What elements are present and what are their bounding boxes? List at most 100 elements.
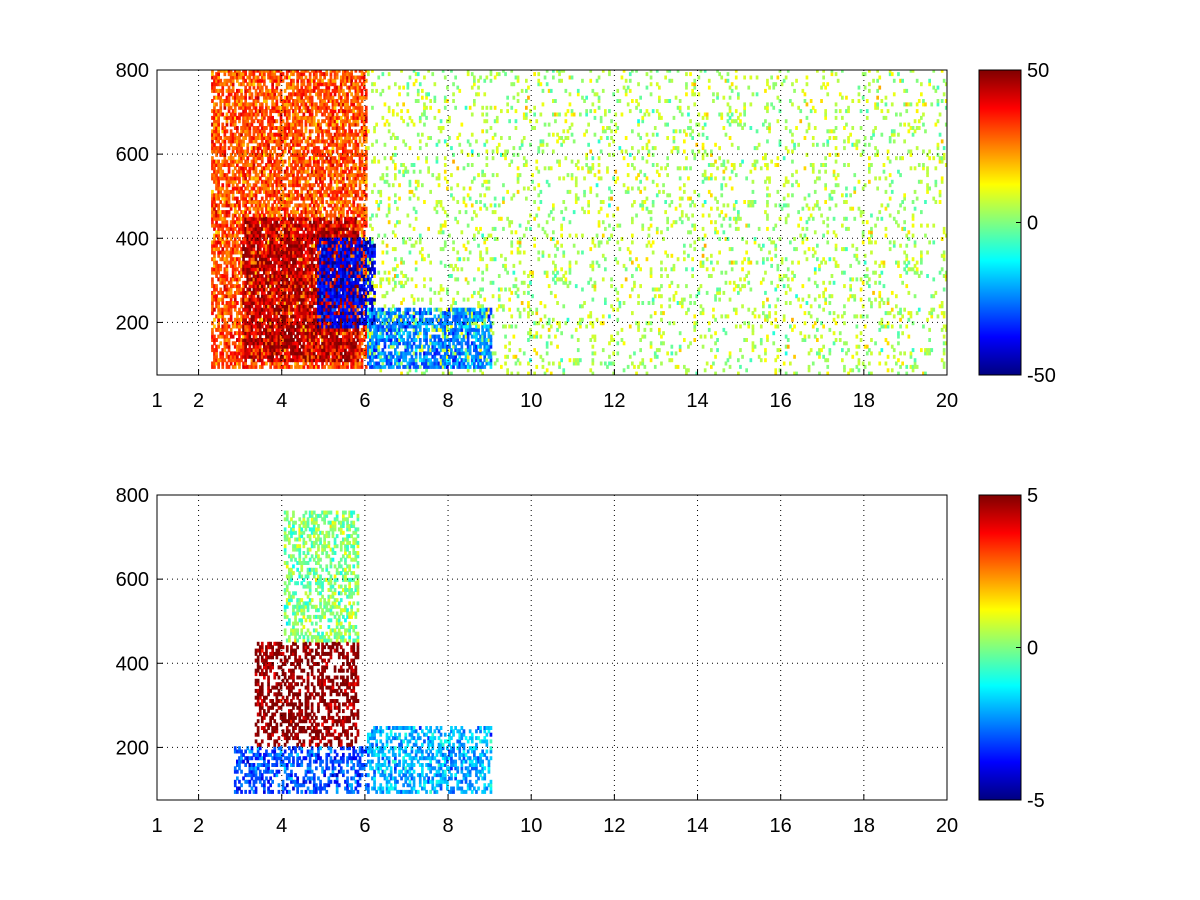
heatmap-cell xyxy=(354,233,358,238)
heatmap-cell xyxy=(288,284,291,289)
heatmap-cell xyxy=(219,250,223,255)
heatmap-cell xyxy=(223,126,227,130)
heatmap-cell xyxy=(240,274,243,278)
heatmap-cell xyxy=(292,132,295,137)
heatmap-cell xyxy=(327,294,331,299)
heatmap-cell xyxy=(211,136,214,140)
heatmap-cell xyxy=(292,126,295,130)
heatmap-cell xyxy=(346,156,349,161)
heatmap-cell xyxy=(236,240,239,245)
heatmap-cell xyxy=(256,112,260,117)
heatmap-cell xyxy=(342,72,345,77)
heatmap-cell xyxy=(308,257,312,262)
heatmap-cell xyxy=(350,85,353,90)
heatmap-cell xyxy=(227,213,231,218)
heatmap-cell xyxy=(317,122,320,127)
heatmap-cell xyxy=(339,237,343,241)
heatmap-cell xyxy=(300,146,304,151)
heatmap-cell xyxy=(258,348,262,353)
heatmap-cell xyxy=(350,92,353,97)
heatmap-cell xyxy=(283,210,287,215)
heatmap-cell xyxy=(352,240,356,245)
heatmap-cell xyxy=(269,220,272,225)
heatmap-cell xyxy=(225,186,229,191)
heatmap-cell xyxy=(290,348,293,353)
heatmap-cell xyxy=(288,142,291,147)
heatmap-cell xyxy=(256,341,260,346)
heatmap-cell xyxy=(310,186,314,191)
heatmap-cell xyxy=(271,243,274,248)
heatmap-cell xyxy=(254,341,258,346)
heatmap-cell xyxy=(219,331,223,336)
heatmap-cell xyxy=(296,88,299,93)
heatmap-cell xyxy=(275,354,279,359)
heatmap-cell xyxy=(248,351,252,356)
heatmap-cell xyxy=(225,210,229,215)
heatmap-cell xyxy=(308,324,312,329)
heatmap-cell xyxy=(281,341,285,346)
heatmap-cell xyxy=(258,257,262,262)
heatmap-cell xyxy=(211,331,214,336)
heatmap-cell xyxy=(275,240,279,245)
heatmap-cell xyxy=(354,263,358,268)
heatmap-cell xyxy=(215,294,218,299)
heatmap-cell xyxy=(211,267,214,272)
heatmap-cell xyxy=(263,280,266,285)
heatmap-cell xyxy=(339,354,343,359)
heatmap-cell xyxy=(319,311,322,316)
heatmap-cell xyxy=(213,112,216,117)
heatmap-cell xyxy=(312,287,316,292)
heatmap-cell xyxy=(321,136,324,140)
heatmap-cell xyxy=(319,210,322,215)
heatmap-cell xyxy=(304,243,308,248)
heatmap-cell xyxy=(281,314,285,319)
heatmap-cell xyxy=(244,159,247,164)
heatmap-cell xyxy=(273,270,277,275)
heatmap-cell xyxy=(248,317,252,322)
heatmap-cell xyxy=(337,159,341,164)
heatmap-cell xyxy=(271,267,274,272)
heatmap-cell xyxy=(354,129,358,134)
heatmap-cell xyxy=(240,226,243,231)
heatmap-cell xyxy=(304,122,308,127)
heatmap-cell xyxy=(267,92,270,97)
heatmap-cell xyxy=(285,193,289,198)
heatmap-cell xyxy=(323,364,326,369)
heatmap-cell xyxy=(246,270,250,275)
heatmap-cell xyxy=(319,354,322,359)
heatmap-cell xyxy=(269,314,272,319)
heatmap-cell xyxy=(281,237,285,241)
heatmap-cell xyxy=(227,240,231,245)
heatmap-cell xyxy=(285,75,289,80)
heatmap-cell xyxy=(269,280,272,285)
heatmap-cell xyxy=(227,176,231,181)
heatmap-cell xyxy=(269,233,272,238)
heatmap-cell xyxy=(315,102,318,107)
heatmap-cell xyxy=(339,284,343,289)
heatmap-cell xyxy=(242,183,245,188)
heatmap-cell xyxy=(269,152,272,157)
heatmap-cell xyxy=(263,220,266,225)
heatmap-cell xyxy=(333,122,337,127)
heatmap-cell xyxy=(325,317,329,322)
heatmap-cell xyxy=(256,109,260,114)
heatmap-cell xyxy=(236,78,239,83)
heatmap-cell xyxy=(350,186,353,191)
heatmap-cell xyxy=(331,112,335,117)
heatmap-cell xyxy=(315,263,318,268)
heatmap-cell xyxy=(358,223,362,228)
heatmap-cell xyxy=(337,344,341,349)
heatmap-cell xyxy=(254,156,258,161)
heatmap-cell xyxy=(254,253,258,258)
heatmap-cell xyxy=(352,200,356,204)
heatmap-cell xyxy=(304,317,308,322)
heatmap-cell xyxy=(277,163,281,167)
heatmap-cell xyxy=(277,247,281,252)
heatmap-cell xyxy=(252,99,256,103)
heatmap-cell xyxy=(217,226,220,231)
heatmap-cell xyxy=(337,226,341,231)
heatmap-cell xyxy=(308,119,312,124)
heatmap-cell xyxy=(308,321,312,326)
heatmap-cell xyxy=(304,115,308,120)
heatmap-cell xyxy=(337,152,341,157)
